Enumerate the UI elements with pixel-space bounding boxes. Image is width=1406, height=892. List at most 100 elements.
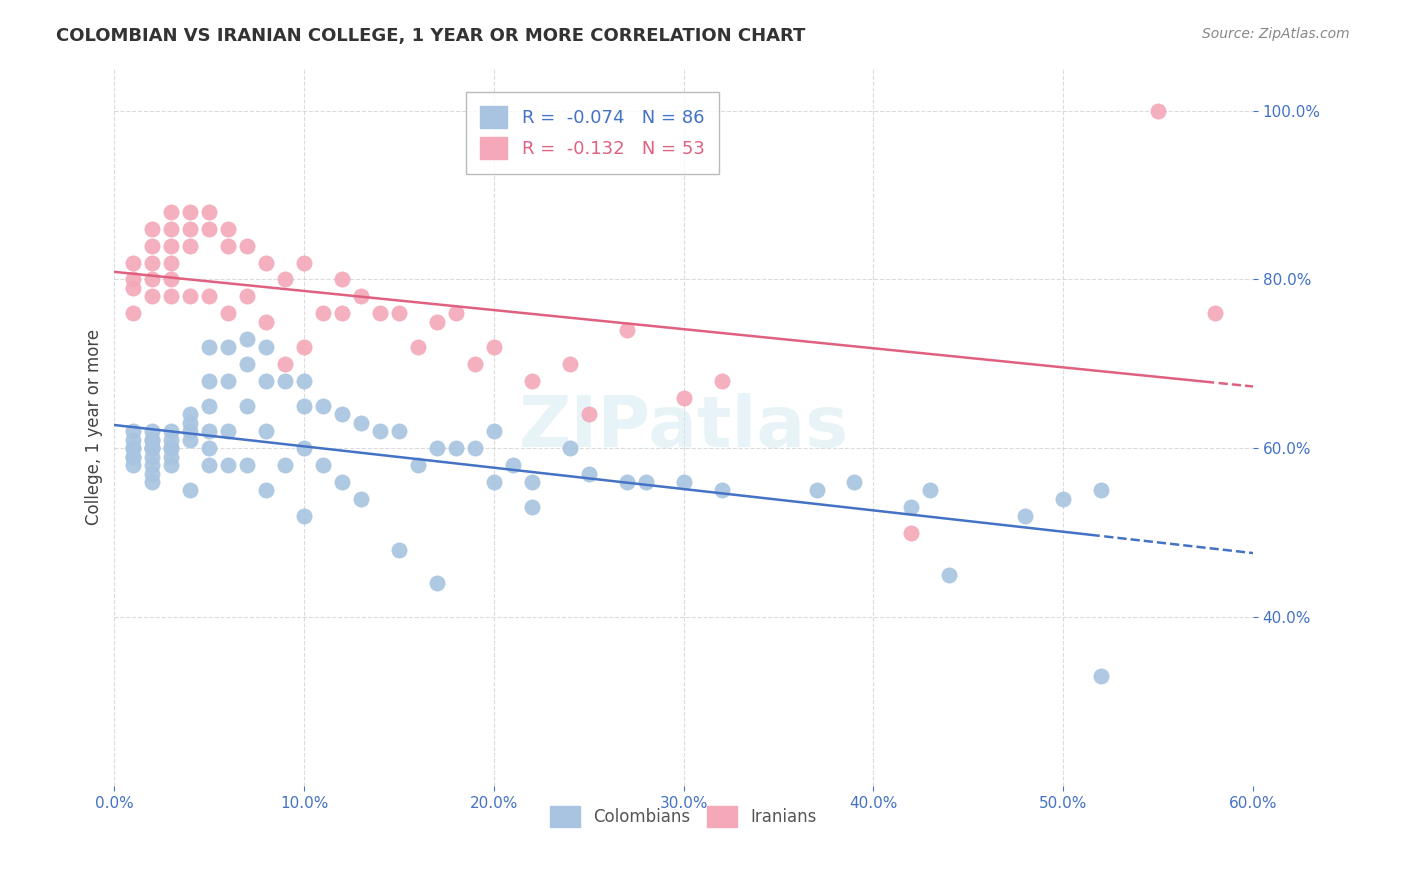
Point (179, 416, 201, 430)
Point (122, 433, 145, 447)
Point (217, 458, 239, 472)
Point (558, 357, 581, 371)
Point (217, 340, 239, 354)
Point (312, 458, 335, 472)
Point (464, 357, 486, 371)
Point (254, 425, 277, 439)
Point (122, 306, 145, 320)
Point (578, 467, 600, 481)
Point (1014, 508, 1036, 523)
Point (330, 272, 353, 286)
Point (141, 425, 163, 439)
Point (1147, 103, 1170, 118)
Point (844, 475, 866, 489)
Point (141, 442, 163, 456)
Point (217, 238, 239, 252)
Point (122, 458, 145, 472)
Point (292, 399, 315, 413)
Point (520, 374, 543, 388)
Point (388, 306, 411, 320)
Point (179, 222, 201, 236)
Point (426, 442, 449, 456)
Point (141, 475, 163, 489)
Point (236, 332, 259, 346)
Point (141, 255, 163, 269)
Text: ZIPatlas: ZIPatlas (519, 392, 849, 462)
Point (122, 450, 145, 464)
Point (198, 425, 221, 439)
Point (330, 475, 353, 489)
Point (806, 483, 828, 498)
Point (160, 255, 183, 269)
Point (444, 306, 467, 320)
Point (122, 281, 145, 295)
Point (444, 442, 467, 456)
Point (1090, 483, 1112, 498)
Point (122, 255, 145, 269)
Point (616, 323, 638, 337)
Point (141, 442, 163, 456)
Point (141, 458, 163, 472)
Point (482, 475, 505, 489)
Point (179, 289, 201, 303)
Point (160, 205, 183, 219)
Point (274, 458, 297, 472)
Point (312, 399, 335, 413)
Point (1052, 491, 1074, 506)
Point (292, 340, 315, 354)
Point (292, 255, 315, 269)
Point (350, 289, 373, 303)
Point (426, 315, 449, 329)
Point (254, 374, 277, 388)
Point (254, 315, 277, 329)
Text: COLOMBIAN VS IRANIAN COLLEGE, 1 YEAR OR MORE CORRELATION CHART: COLOMBIAN VS IRANIAN COLLEGE, 1 YEAR OR … (56, 27, 806, 45)
Point (502, 458, 524, 472)
Point (179, 483, 201, 498)
Point (141, 467, 163, 481)
Point (330, 408, 353, 422)
Point (160, 289, 183, 303)
Point (274, 357, 297, 371)
Point (292, 508, 315, 523)
Point (710, 483, 733, 498)
Point (141, 272, 163, 286)
Point (160, 442, 183, 456)
Point (1204, 306, 1226, 320)
Point (368, 306, 391, 320)
Point (350, 491, 373, 506)
Point (578, 408, 600, 422)
Point (179, 425, 201, 439)
Point (236, 289, 259, 303)
Point (1090, 669, 1112, 683)
Point (198, 205, 221, 219)
Point (217, 425, 239, 439)
Point (406, 340, 429, 354)
Point (122, 442, 145, 456)
Point (198, 340, 221, 354)
Point (122, 442, 145, 456)
Point (160, 238, 183, 252)
Point (198, 458, 221, 472)
Point (634, 475, 657, 489)
Point (236, 357, 259, 371)
Point (292, 442, 315, 456)
Point (160, 433, 183, 447)
Point (900, 500, 922, 515)
Point (198, 222, 221, 236)
Point (312, 306, 335, 320)
Point (274, 272, 297, 286)
Point (920, 483, 942, 498)
Point (179, 408, 201, 422)
Point (350, 416, 373, 430)
Point (198, 374, 221, 388)
Legend: Colombians, Iranians: Colombians, Iranians (541, 797, 825, 835)
Point (254, 255, 277, 269)
Point (141, 289, 163, 303)
Point (482, 425, 505, 439)
Point (710, 374, 733, 388)
Point (179, 433, 201, 447)
Point (672, 391, 695, 405)
Point (426, 576, 449, 591)
Point (520, 475, 543, 489)
Point (254, 483, 277, 498)
